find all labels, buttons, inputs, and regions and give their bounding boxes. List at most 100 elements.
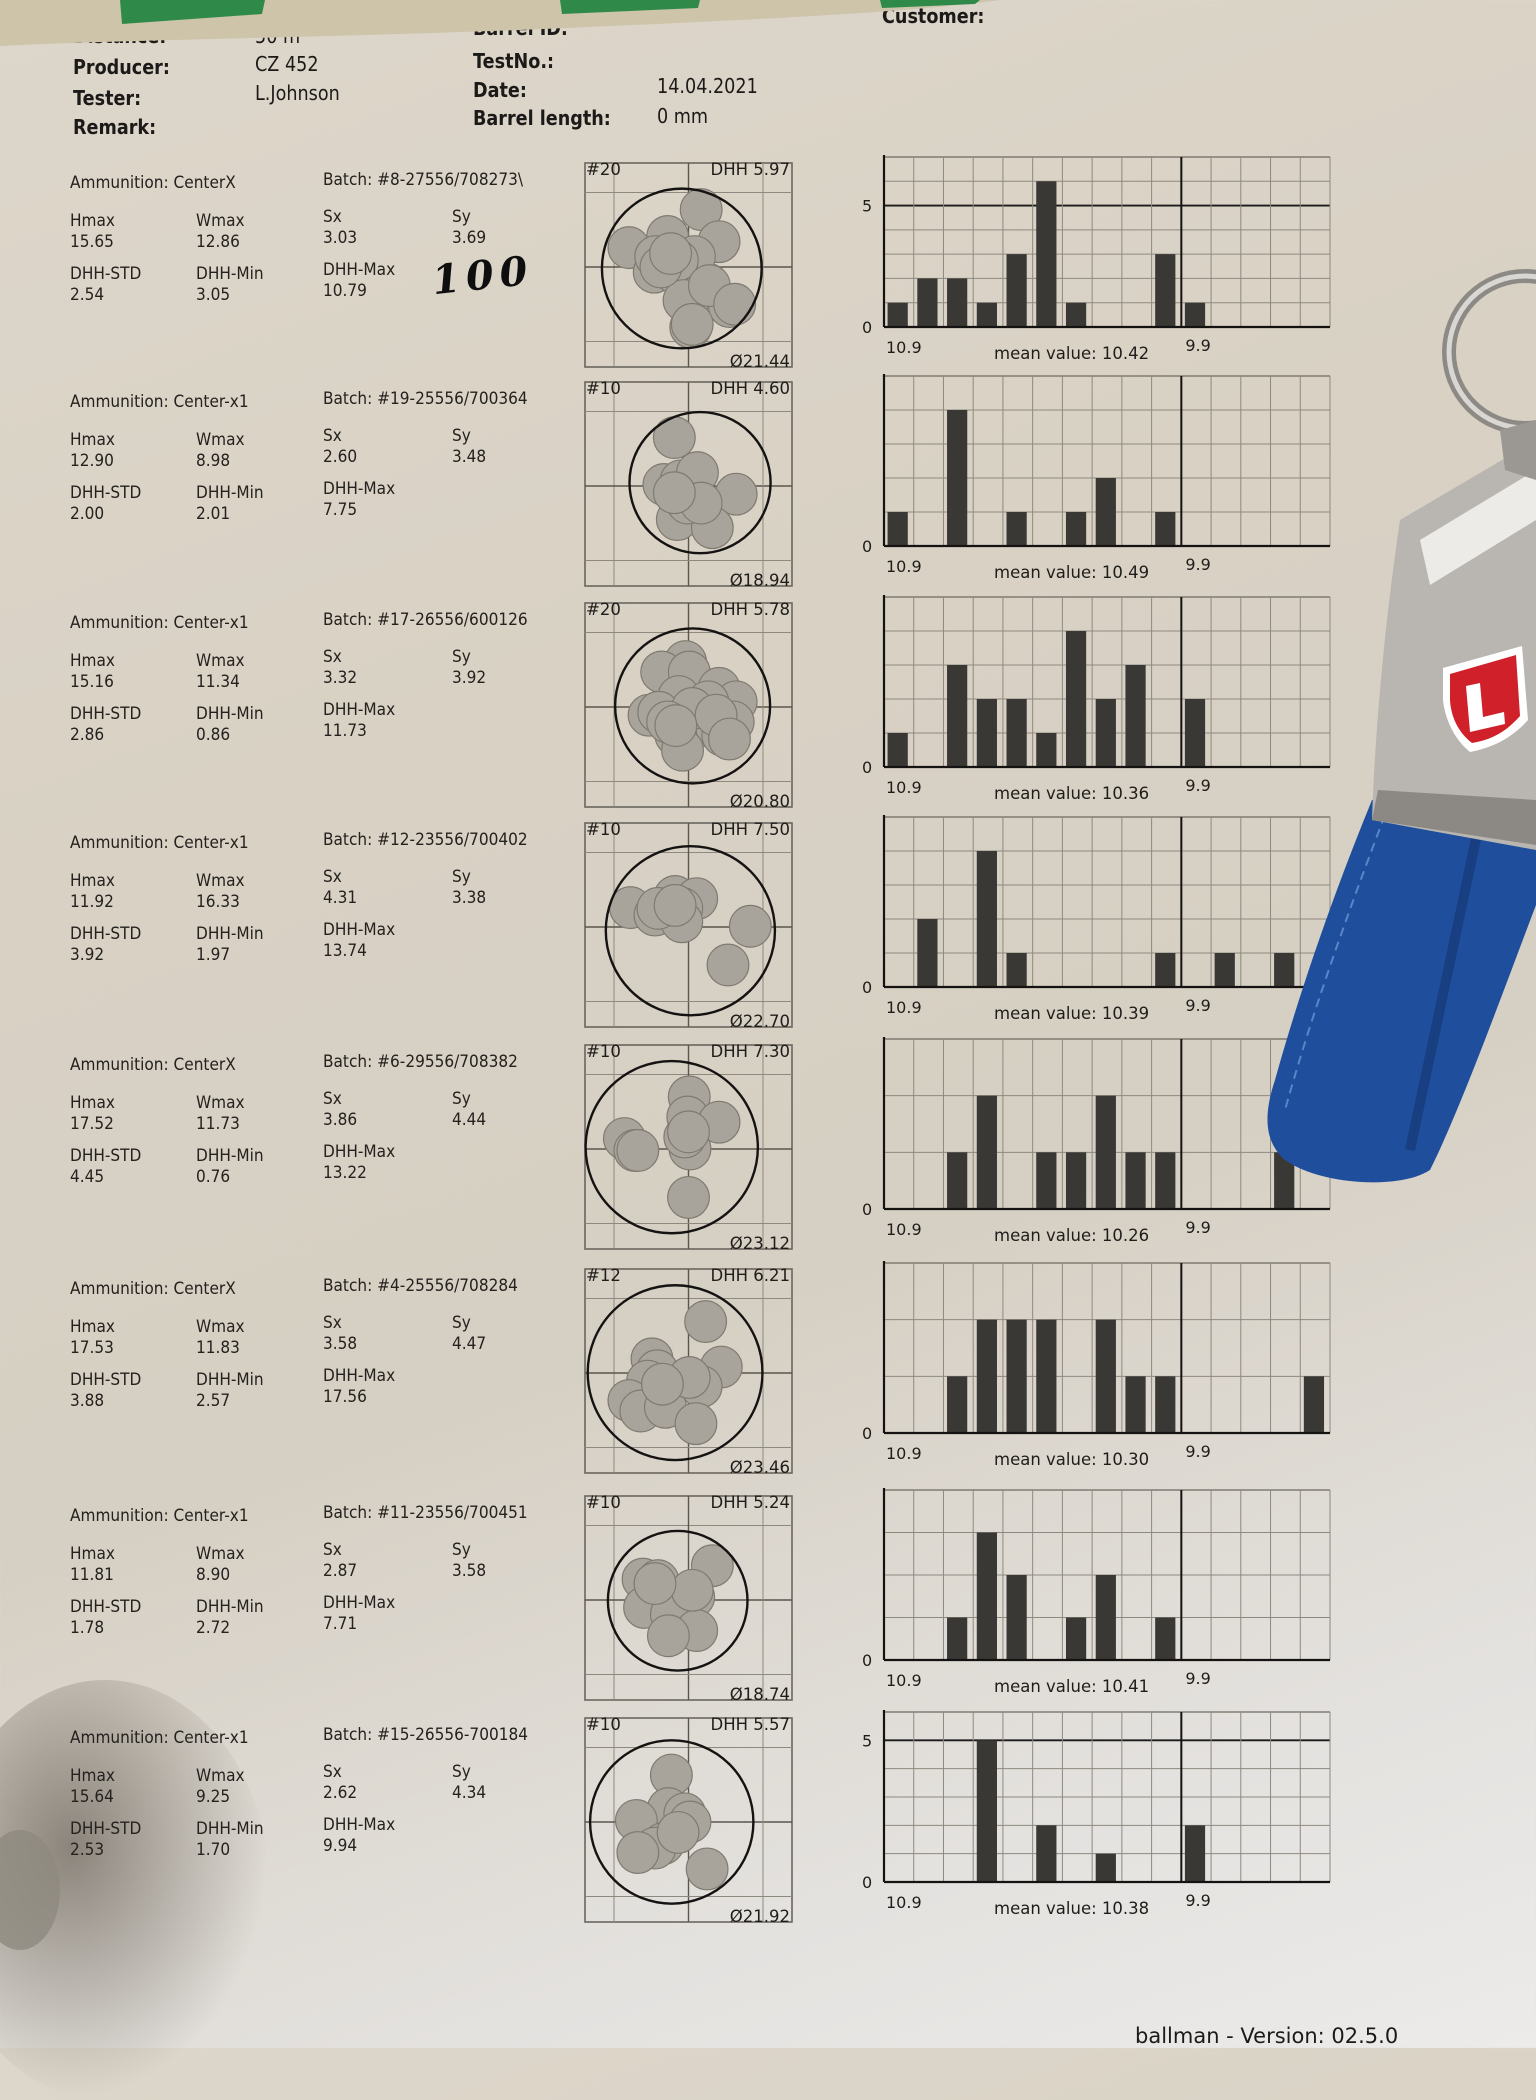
dhh-label: DHH 6.21 — [710, 1266, 790, 1285]
histogram-bar — [887, 512, 908, 546]
group-circle — [606, 1529, 749, 1672]
group-circle — [604, 844, 777, 1017]
histogram-bar — [976, 1319, 997, 1433]
tester-value: L.Johnson — [255, 81, 340, 105]
histogram-bar — [976, 1532, 997, 1660]
group-circle — [600, 187, 763, 350]
group-diameter-label: Ø23.12 — [729, 1234, 790, 1253]
stat-label-sx: Sx — [323, 867, 342, 886]
stat-value-dhh-max: 10.79 — [323, 281, 367, 300]
histogram-bar — [1125, 1376, 1146, 1433]
stat-value-dhh-min: 1.97 — [196, 945, 231, 964]
batch-label: Batch: #8-27556/708273\ — [323, 170, 524, 189]
mean-value-label: mean value: 10.30 — [994, 1450, 1149, 1469]
stat-label-dhh-std: DHH-STD — [70, 483, 142, 502]
group-circle — [588, 1739, 755, 1905]
shot-count-label: #10 — [586, 1715, 621, 1734]
stat-value-dhh-min: 2.01 — [196, 504, 231, 523]
stat-value-hmax: 15.64 — [70, 1787, 114, 1806]
y-tick-label: 0 — [862, 537, 872, 556]
group-circle — [584, 1059, 760, 1235]
stat-value-wmax: 11.83 — [196, 1338, 240, 1357]
stat-value-sx: 2.60 — [323, 447, 358, 466]
stat-value-dhh-std: 4.45 — [70, 1167, 105, 1186]
stat-value-wmax: 12.86 — [196, 232, 240, 251]
stat-value-hmax: 15.65 — [70, 232, 114, 251]
stat-value-sx: 3.03 — [323, 228, 358, 247]
shot-hole — [684, 1300, 728, 1344]
histogram-bar — [1006, 1319, 1027, 1433]
producer-label: Producer: — [73, 55, 170, 79]
y-tick-label: 0 — [862, 1651, 872, 1670]
stat-value-dhh-std: 1.78 — [70, 1618, 105, 1637]
testno-label: TestNo.: — [473, 49, 555, 73]
ammunition-label: Ammunition: CenterX — [70, 1055, 236, 1074]
histogram-bar — [1184, 1825, 1206, 1882]
y-tick-label: 0 — [862, 1200, 872, 1219]
stat-value-hmax: 12.90 — [70, 451, 114, 470]
target-plot: #10 DHH 5.24 Ø18.74 — [584, 1493, 793, 1704]
stat-value-sy: 3.58 — [452, 1561, 487, 1580]
stat-label-sy: Sy — [452, 1313, 471, 1332]
stat-label-dhh-std: DHH-STD — [70, 924, 142, 943]
histogram-bar — [1006, 699, 1027, 767]
shot-hole — [674, 1402, 718, 1446]
histogram-bar — [1036, 1319, 1057, 1433]
x-tick-label: 9.9 — [1185, 996, 1210, 1015]
histogram-bar — [1155, 512, 1176, 546]
stat-label-wmax: Wmax — [196, 651, 245, 670]
stat-label-dhh-max: DHH-Max — [323, 1593, 396, 1612]
histogram-bar — [1184, 699, 1206, 767]
histogram-bar — [1036, 1825, 1057, 1882]
batch-label: Batch: #11-23556/700451 — [323, 1503, 528, 1522]
shot-hole — [656, 1810, 700, 1854]
stat-label-dhh-std: DHH-STD — [70, 1597, 142, 1616]
stat-value-wmax: 9.25 — [196, 1787, 231, 1806]
histogram-bar — [1125, 1152, 1146, 1209]
group-diameter-label: Ø21.92 — [729, 1907, 790, 1926]
stat-value-hmax: 15.16 — [70, 672, 114, 691]
shot-hole — [670, 302, 714, 346]
x-tick-label: 10.9 — [886, 1893, 922, 1912]
stat-value-dhh-min: 0.86 — [196, 725, 231, 744]
y-tick-label: 0 — [862, 978, 872, 997]
group-circle — [613, 627, 772, 785]
stat-value-dhh-min: 1.70 — [196, 1840, 231, 1859]
stat-label-hmax: Hmax — [70, 651, 115, 670]
stat-value-hmax: 17.53 — [70, 1338, 114, 1357]
stat-value-wmax: 11.34 — [196, 672, 240, 691]
histogram-bar — [976, 851, 997, 987]
group-diameter-label: Ø20.80 — [729, 792, 790, 811]
histogram-bar — [917, 919, 938, 987]
date-label: Date: — [473, 78, 527, 102]
score-histogram: 0 10.9 9.9 mean value: 10.26 — [862, 1037, 1331, 1245]
stat-label-sx: Sx — [323, 1762, 342, 1781]
key-ring — [1442, 269, 1536, 435]
stat-value-dhh-min: 2.72 — [196, 1618, 231, 1637]
batch-label: Batch: #6-29556/708382 — [323, 1052, 518, 1071]
shot-hole — [667, 1175, 710, 1219]
dhh-label: DHH 4.60 — [710, 379, 790, 398]
shot-hole — [640, 1362, 684, 1406]
score-histogram: 0 10.9 9.9 mean value: 10.49 — [862, 374, 1331, 582]
handwritten-note: 100 — [429, 246, 536, 305]
target-plot: #10 DHH 7.50 Ø22.70 — [584, 820, 793, 1031]
histogram-bar — [1006, 254, 1027, 327]
date-value: 14.04.2021 — [657, 74, 758, 98]
target-plot: #20 DHH 5.78 Ø20.80 — [584, 600, 793, 811]
group-diameter-label: Ø18.94 — [729, 571, 790, 590]
x-tick-label: 9.9 — [1185, 1891, 1210, 1910]
mean-value-label: mean value: 10.42 — [994, 344, 1149, 363]
histogram-bar — [1065, 631, 1087, 767]
x-tick-label: 10.9 — [886, 338, 922, 357]
stat-label-dhh-min: DHH-Min — [196, 924, 264, 943]
stat-value-dhh-max: 17.56 — [323, 1387, 367, 1406]
shot-hole — [652, 416, 696, 460]
histogram-bar — [1006, 1575, 1027, 1660]
histogram-bar — [1095, 1095, 1116, 1209]
dhh-label: DHH 5.24 — [710, 1493, 790, 1512]
logo-letter: L — [1500, 759, 1501, 761]
batch-label: Batch: #19-25556/700364 — [323, 389, 528, 408]
target-plot: #10 DHH 7.30 Ø23.12 — [584, 1042, 793, 1253]
histogram-bar — [1036, 733, 1057, 767]
